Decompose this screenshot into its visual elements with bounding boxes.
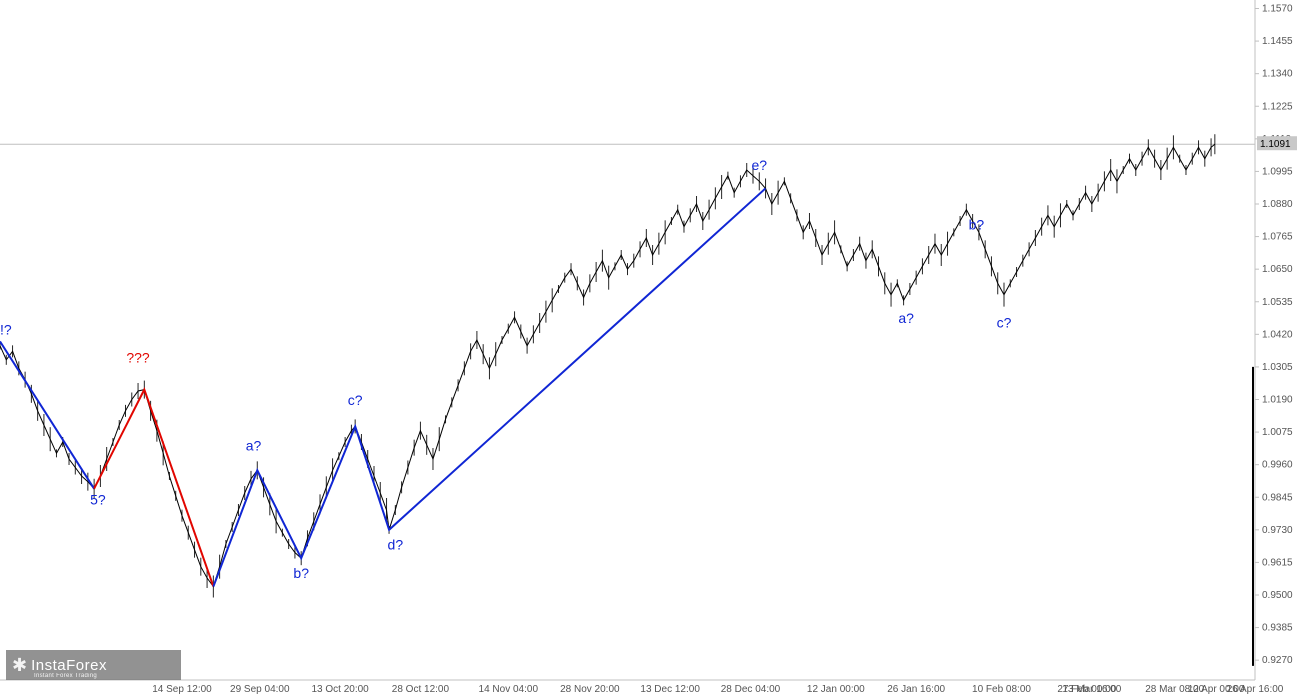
y-tick-label: 1.0535	[1262, 297, 1293, 308]
x-tick-label: 26 Jan 16:00	[887, 684, 945, 695]
x-tick-label: 13 Oct 20:00	[311, 684, 369, 695]
chart-bg	[0, 0, 1300, 700]
y-tick-label: 0.9385	[1262, 623, 1293, 634]
y-tick-label: 1.0305	[1262, 362, 1293, 373]
x-tick-label: 13 Mar 16:00	[1062, 684, 1121, 695]
y-tick-label: 0.9270	[1262, 655, 1293, 666]
y-tick-label: 0.9730	[1262, 525, 1293, 536]
y-tick-label: 1.0995	[1262, 166, 1293, 177]
x-tick-label: 13 Dec 12:00	[640, 684, 700, 695]
y-tick-label: 1.1570	[1262, 4, 1293, 15]
wave-label-0: !?	[0, 321, 12, 337]
y-tick-label: 1.1455	[1262, 36, 1293, 47]
y-tick-label: 1.0765	[1262, 232, 1293, 243]
wave-label-2: ???	[126, 350, 150, 366]
wave-label-9: b?	[969, 217, 985, 233]
x-tick-label: 14 Nov 04:00	[479, 684, 539, 695]
x-tick-label: 28 Nov 20:00	[560, 684, 620, 695]
x-tick-label: 10 Feb 08:00	[972, 684, 1031, 695]
wave-label-10: c?	[997, 314, 1012, 330]
chart-svg: 1.15701.14551.13401.12251.11101.09951.08…	[0, 0, 1300, 700]
wave-label-1: 5?	[90, 491, 106, 507]
watermark-main: InstaForex	[31, 657, 107, 674]
x-tick-label: 12 Jan 00:00	[807, 684, 865, 695]
y-tick-label: 0.9500	[1262, 590, 1293, 601]
wave-label-6: d?	[388, 537, 404, 553]
x-tick-label: 28 Oct 12:00	[392, 684, 450, 695]
x-tick-label: 26 Apr 16:00	[1227, 684, 1284, 695]
price-tag-text: 1.1091	[1260, 139, 1291, 150]
y-tick-label: 1.0420	[1262, 329, 1293, 340]
wave-label-4: b?	[293, 565, 309, 581]
y-tick-label: 0.9960	[1262, 460, 1293, 471]
x-tick-label: 14 Sep 12:00	[152, 684, 212, 695]
y-tick-label: 0.9845	[1262, 492, 1293, 503]
y-tick-label: 1.0075	[1262, 427, 1293, 438]
wave-label-5: c?	[348, 392, 363, 408]
watermark-badge: ✱ InstaForex Instant Forex Trading	[6, 650, 181, 680]
watermark-sub: Instant Forex Trading	[34, 673, 97, 679]
x-tick-label: 28 Dec 04:00	[721, 684, 781, 695]
y-tick-label: 1.0880	[1262, 199, 1293, 210]
chart-container: 1.15701.14551.13401.12251.11101.09951.08…	[0, 0, 1300, 700]
wave-label-7: e?	[751, 157, 767, 173]
y-tick-label: 1.1340	[1262, 69, 1293, 80]
x-tick-label: 29 Sep 04:00	[230, 684, 290, 695]
y-tick-label: 1.0190	[1262, 395, 1293, 406]
wave-label-3: a?	[246, 438, 262, 454]
y-tick-label: 0.9615	[1262, 557, 1293, 568]
watermark-icon: ✱	[12, 655, 27, 676]
wave-label-8: a?	[898, 310, 914, 326]
y-tick-label: 1.0650	[1262, 264, 1293, 275]
y-tick-label: 1.1225	[1262, 101, 1293, 112]
